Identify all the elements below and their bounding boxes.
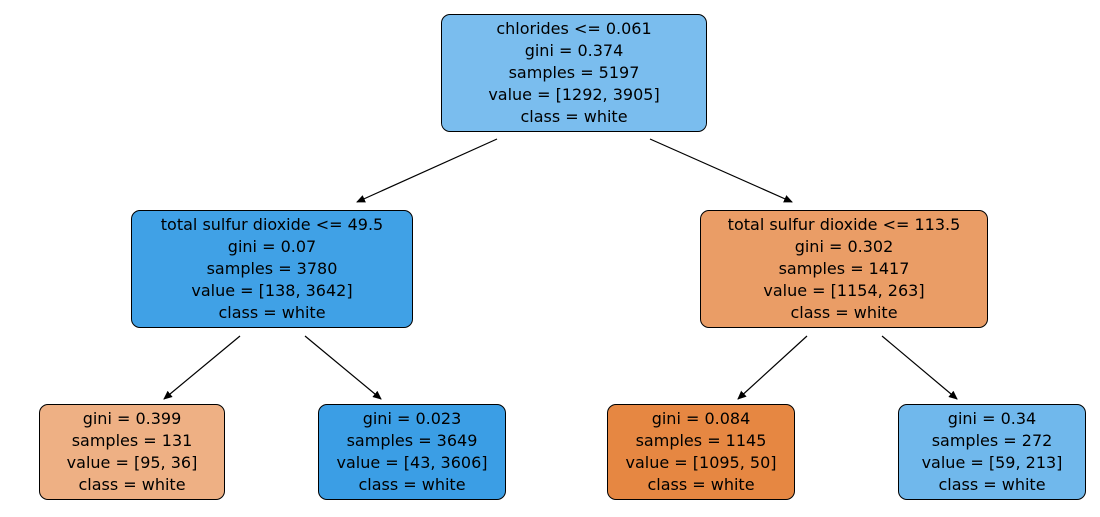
tree-node-leaf-3: gini = 0.084 samples = 1145 value = [109… bbox=[607, 404, 795, 501]
node-samples: samples = 131 bbox=[71, 431, 193, 451]
node-value: value = [1154, 263] bbox=[763, 281, 925, 301]
edge-internal-right-to-leaf-3 bbox=[737, 335, 808, 400]
edge-internal-right-to-leaf-4 bbox=[881, 335, 958, 400]
node-samples: samples = 5197 bbox=[508, 63, 640, 83]
node-gini: gini = 0.023 bbox=[362, 409, 462, 428]
node-value: value = [138, 3642] bbox=[191, 281, 353, 301]
node-samples: samples = 272 bbox=[931, 431, 1053, 451]
tree-node-root: chlorides <= 0.061 gini = 0.374 samples … bbox=[441, 14, 707, 133]
edge-root-to-internal-left bbox=[356, 138, 498, 203]
node-class: class = white bbox=[520, 107, 628, 127]
tree-node-leaf-1: gini = 0.399 samples = 131 value = [95, … bbox=[39, 404, 225, 501]
node-gini: gini = 0.07 bbox=[227, 237, 317, 257]
node-gini: gini = 0.084 bbox=[651, 409, 751, 428]
node-class: class = white bbox=[790, 303, 898, 323]
node-gini: gini = 0.34 bbox=[947, 409, 1037, 428]
node-samples: samples = 3649 bbox=[346, 431, 478, 451]
node-samples: samples = 3780 bbox=[206, 259, 338, 279]
edge-internal-left-to-leaf-1 bbox=[163, 335, 241, 400]
node-class: class = white bbox=[938, 475, 1046, 495]
node-class: class = white bbox=[78, 475, 186, 495]
tree-node-internal-left: total sulfur dioxide <= 49.5 gini = 0.07… bbox=[131, 210, 413, 329]
node-samples: samples = 1145 bbox=[635, 431, 767, 451]
node-class: class = white bbox=[358, 475, 466, 495]
node-gini: gini = 0.374 bbox=[524, 41, 624, 61]
node-value: value = [95, 36] bbox=[66, 453, 198, 473]
tree-node-leaf-2: gini = 0.023 samples = 3649 value = [43,… bbox=[318, 404, 506, 501]
tree-node-leaf-4: gini = 0.34 samples = 272 value = [59, 2… bbox=[898, 404, 1086, 501]
node-split-condition: total sulfur dioxide <= 49.5 bbox=[160, 215, 384, 234]
node-split-condition: total sulfur dioxide <= 113.5 bbox=[727, 215, 961, 234]
node-gini: gini = 0.302 bbox=[794, 237, 894, 257]
node-samples: samples = 1417 bbox=[778, 259, 910, 279]
node-class: class = white bbox=[218, 303, 326, 323]
node-split-condition: chlorides <= 0.061 bbox=[496, 19, 652, 38]
node-class: class = white bbox=[647, 475, 755, 495]
node-value: value = [59, 213] bbox=[921, 453, 1063, 473]
edge-root-to-internal-right bbox=[649, 138, 793, 203]
node-value: value = [1292, 3905] bbox=[488, 85, 660, 105]
tree-node-internal-right: total sulfur dioxide <= 113.5 gini = 0.3… bbox=[700, 210, 988, 329]
node-value: value = [43, 3606] bbox=[336, 453, 488, 473]
node-value: value = [1095, 50] bbox=[625, 453, 777, 473]
node-gini: gini = 0.399 bbox=[82, 409, 182, 428]
edge-internal-left-to-leaf-2 bbox=[304, 335, 382, 400]
